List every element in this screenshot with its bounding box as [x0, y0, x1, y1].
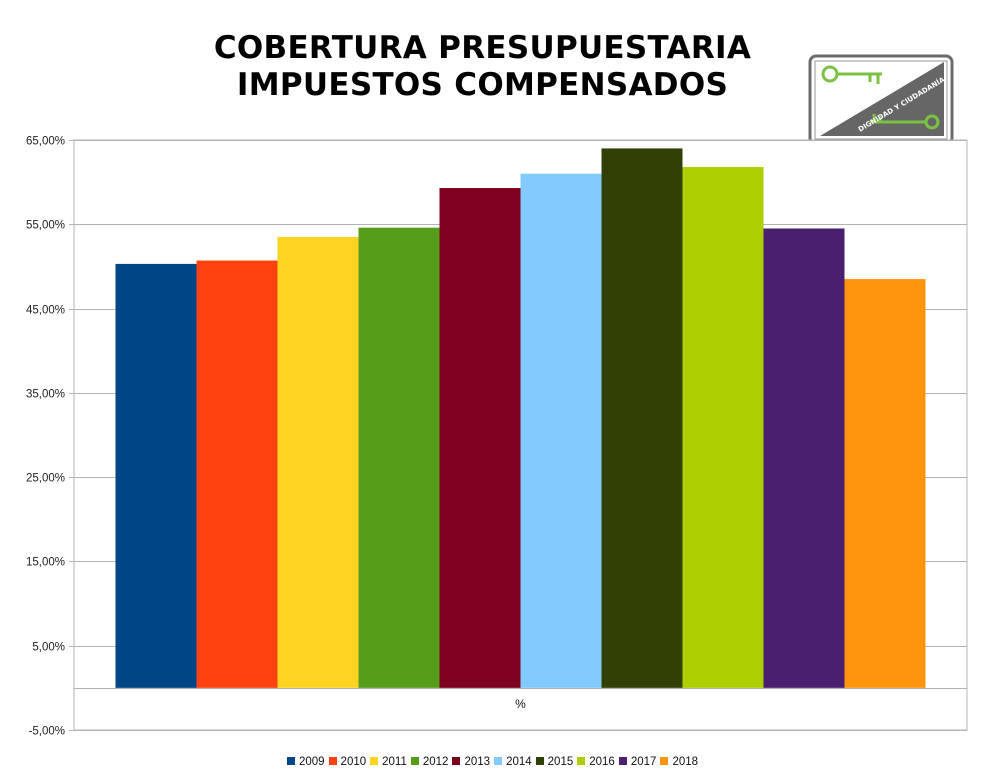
chart-title-line-2: IMPUESTOS COMPENSADOS	[236, 67, 729, 103]
key-icon	[821, 65, 882, 84]
legend-swatch	[286, 757, 295, 765]
logo: DIGNIDAD Y CIUDADANÍA	[808, 54, 954, 146]
y-tick-label: 15,00%	[26, 557, 65, 569]
legend-item-2014: 2014	[494, 756, 532, 768]
legend-item-2012: 2012	[410, 756, 449, 768]
y-tick-label: 55,00%	[26, 220, 65, 232]
legend-item-2009: 2009	[286, 756, 325, 768]
legend-label: 2009	[298, 756, 325, 768]
legend-swatch	[494, 757, 503, 765]
legend-swatch	[618, 757, 627, 765]
bar-2016	[682, 166, 764, 688]
y-tick-label: -5,00%	[29, 726, 65, 738]
bar-chart: 65,00% 55,00% 45,00% 35,00% 25,00% 15,00% 5,00…	[26, 136, 968, 738]
legend-swatch	[660, 757, 669, 765]
legend-swatch	[452, 757, 461, 765]
chart-title-line-1: COBERTURA PRESUPUESTARIA	[213, 30, 752, 66]
legend-item-2015: 2015	[535, 756, 574, 768]
legend-item-2018: 2018	[660, 756, 698, 768]
bar-2013	[439, 188, 521, 688]
legend-label: 2013	[464, 756, 491, 768]
legend-item-2010: 2010	[328, 756, 367, 768]
y-tick-label: 35,00%	[26, 389, 65, 401]
bar-2015	[601, 148, 683, 688]
legend-label: 2012	[422, 756, 449, 768]
legend-swatch	[370, 757, 379, 765]
legend-item-2011: 2011	[370, 756, 407, 768]
bar-2010	[196, 260, 278, 688]
bar-2018	[844, 279, 926, 688]
y-tick-label: 65,00%	[26, 136, 65, 148]
bar-2012	[358, 227, 440, 688]
chart-title: COBERTURA PRESUPUESTARIA IMPUESTOS COMPE…	[150, 30, 815, 104]
x-category-label: %	[515, 697, 526, 711]
bar-2014	[520, 173, 602, 688]
bar-2009	[115, 263, 197, 688]
legend-swatch	[410, 757, 419, 765]
legend-label: 2014	[506, 756, 532, 768]
key-icon	[870, 114, 940, 130]
legend-item-2017: 2017	[618, 756, 657, 768]
logo-triangle	[820, 62, 944, 136]
legend-label: 2017	[630, 756, 657, 768]
legend-label: 2016	[589, 756, 615, 768]
legend: 2009 2010 2011 2012 2013 2014 2015 2016 2017 2018	[0, 756, 985, 768]
legend-label: 2010	[340, 756, 367, 768]
legend-label: 2018	[672, 756, 699, 768]
y-tick-label: 5,00%	[32, 642, 65, 654]
legend-swatch	[328, 757, 337, 765]
legend-item-2016: 2016	[577, 756, 615, 768]
bar-2017	[763, 228, 845, 688]
y-tick-label: 45,00%	[26, 305, 65, 317]
legend-swatch	[577, 757, 586, 765]
bar-2011	[277, 236, 359, 688]
legend-swatch	[535, 757, 544, 765]
legend-label: 2011	[382, 756, 407, 768]
legend-label: 2015	[547, 756, 574, 768]
y-tick-label: 25,00%	[26, 473, 65, 485]
legend-item-2013: 2013	[452, 756, 490, 768]
